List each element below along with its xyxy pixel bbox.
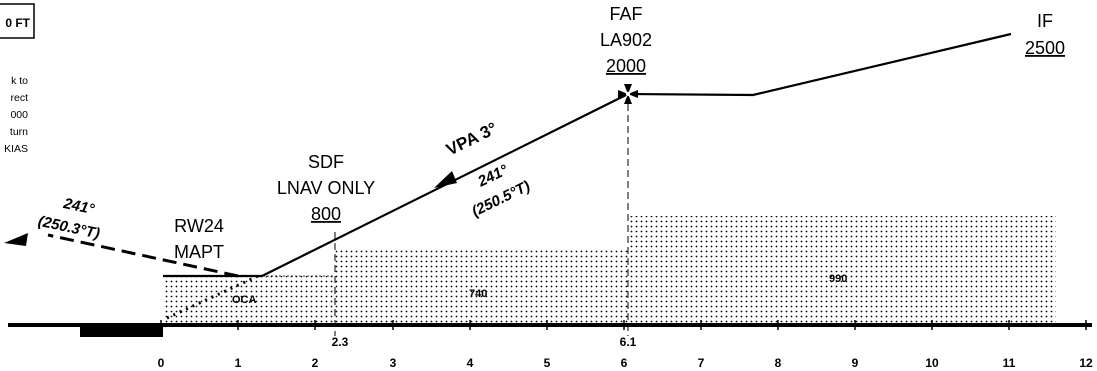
sdf-distance-label: 2.3 [332,335,349,349]
faf-cross-icon [618,84,638,104]
missed-approach-path [47,233,239,278]
tick-label-1: 1 [235,356,242,370]
note-line-4: turn [10,126,28,138]
missed-course-magnetic: 241° [61,195,97,218]
obstacle-area-990 [628,216,1056,325]
oca-label: OCA [232,294,257,306]
sdf-name: SDF [308,152,344,172]
note-line-2: rect [10,92,28,104]
sdf-qualifier: LNAV ONLY [277,178,375,198]
tick-label-2: 2 [312,356,319,370]
if-name: IF [1037,11,1053,31]
tick-label-6: 6 [621,356,628,370]
faf-distance-label: 6.1 [620,335,637,349]
descent-arrowhead [434,171,457,188]
note-line-5: KIAS [4,143,28,155]
obstacle-740-label: 740 [469,288,487,300]
tick-label-3: 3 [390,356,397,370]
tick-label-8: 8 [775,356,782,370]
tick-label-0: 0 [158,356,165,370]
if-altitude: 2500 [1025,38,1065,58]
tick-label-4: 4 [467,356,474,370]
tick-label-7: 7 [698,356,705,370]
runway-block [80,325,163,337]
tick-label-10: 10 [925,356,939,370]
sdf-altitude: 800 [311,204,341,224]
distance-tick-labels: 0 1 2 3 4 5 6 7 8 9 10 11 12 [158,356,1093,370]
faf-id: LA902 [600,30,652,50]
obstacle-area-740 [335,248,628,325]
oca-area [163,276,335,325]
mapt-name: MAPT [174,242,224,262]
tick-label-12: 12 [1079,356,1093,370]
missed-approach-note: k to rect 000 turn KIAS [4,75,28,155]
header-box-text: 0 FT [5,16,30,30]
threshold-dotted-line [166,274,259,320]
tick-label-9: 9 [852,356,859,370]
tick-label-11: 11 [1003,356,1016,370]
distance-ticks [160,320,1087,330]
missed-approach-arrowhead [4,233,28,246]
header-box [0,3,35,39]
faf-altitude: 2000 [606,56,646,76]
tick-label-5: 5 [544,356,551,370]
vpa-label: VPA 3° [443,119,500,160]
faf-name: FAF [609,4,642,24]
note-line-1: k to [11,75,28,87]
note-line-3: 000 [10,109,28,121]
obstacle-990-label: 990 [829,273,847,285]
mapt-runway: RW24 [174,216,224,236]
